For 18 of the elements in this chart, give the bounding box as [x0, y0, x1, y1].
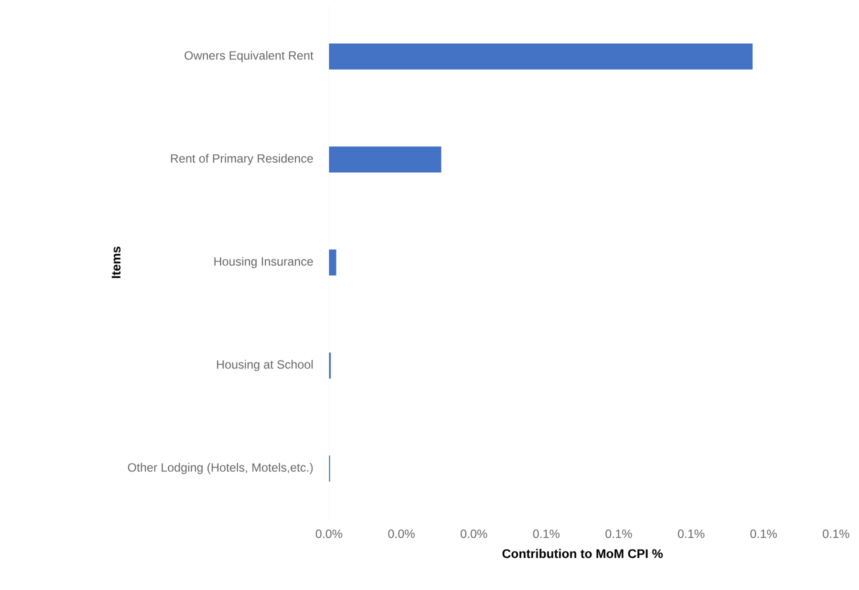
x-tick-label: 0.1%	[606, 530, 632, 538]
bar	[329, 250, 336, 276]
y-axis-title: Items	[112, 246, 121, 278]
bar	[329, 44, 753, 70]
bar	[329, 146, 442, 173]
x-tick-label: 0.0%	[388, 530, 415, 538]
x-axis-title: Contribution to MoM CPI %	[502, 548, 663, 558]
y-tick-label: Other Lodging (Hotels, Motels,etc.)	[128, 462, 313, 474]
y-tick-label: Rent of Primary Residence	[171, 154, 313, 166]
y-tick-label: Housing Insurance	[214, 256, 313, 268]
x-tick-label: 0.1%	[750, 530, 777, 538]
x-tick-label: 0.1%	[822, 530, 850, 538]
x-tick-label: 0.0%	[316, 530, 342, 538]
x-tick-label: 0.1%	[533, 530, 560, 538]
y-tick-label: Housing at School	[217, 360, 313, 372]
y-tick-label: Owners Equivalent Rent	[184, 50, 314, 62]
x-tick-label: 0.1%	[678, 530, 704, 538]
x-tick-label: 0.0%	[460, 530, 488, 538]
